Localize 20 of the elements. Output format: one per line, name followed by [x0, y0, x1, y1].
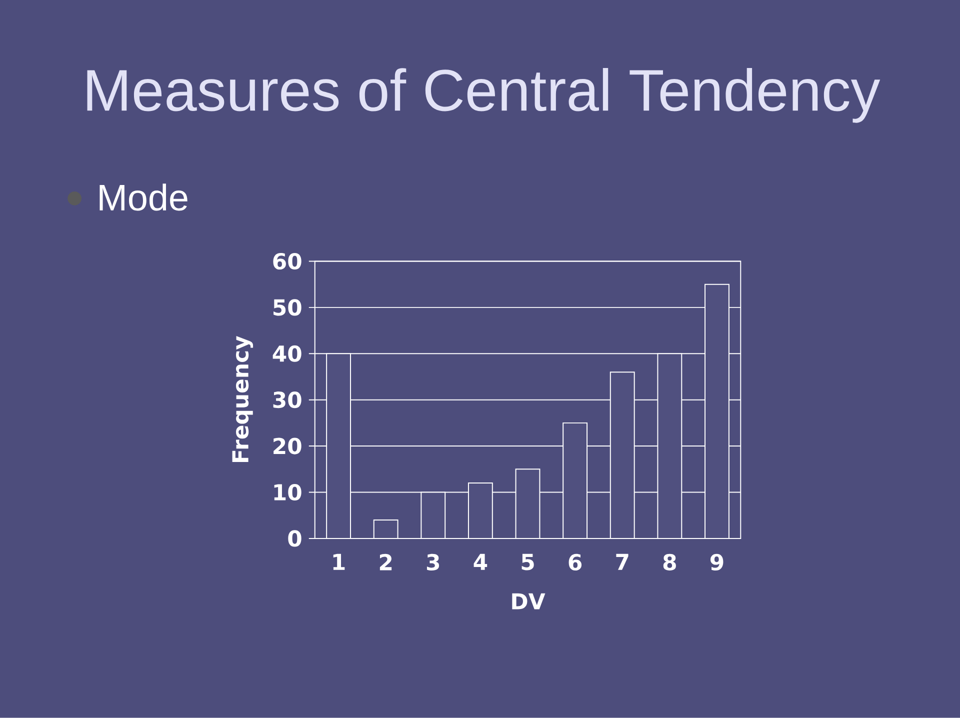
x-axis-title: DV	[512, 593, 546, 610]
y-tick-label: 10	[274, 484, 302, 501]
x-tick-label: 1	[333, 554, 345, 570]
x-tick-label: 6	[568, 554, 582, 571]
x-tick-label: 4	[474, 554, 488, 570]
y-axis-title: Frequency	[232, 336, 254, 462]
y-tick-label: 0	[288, 530, 302, 547]
x-tick-label: 2	[380, 554, 392, 570]
x-tick-label: 7	[616, 554, 628, 570]
y-tick-label: 40	[272, 345, 302, 362]
x-tick-label: 9	[710, 554, 724, 571]
y-tick-label: 20	[274, 438, 302, 454]
y-tick-label: 50	[274, 299, 302, 316]
y-tick-label: 60	[273, 252, 302, 270]
y-tick-label: 30	[273, 392, 302, 408]
x-tick-label: 5	[522, 554, 534, 570]
chart-subtitle: Mode	[100, 184, 188, 211]
x-tick-label: 8	[663, 554, 676, 571]
x-tick-label: 3	[426, 554, 440, 571]
chart-title: Measures of Central Tendency	[87, 68, 880, 123]
